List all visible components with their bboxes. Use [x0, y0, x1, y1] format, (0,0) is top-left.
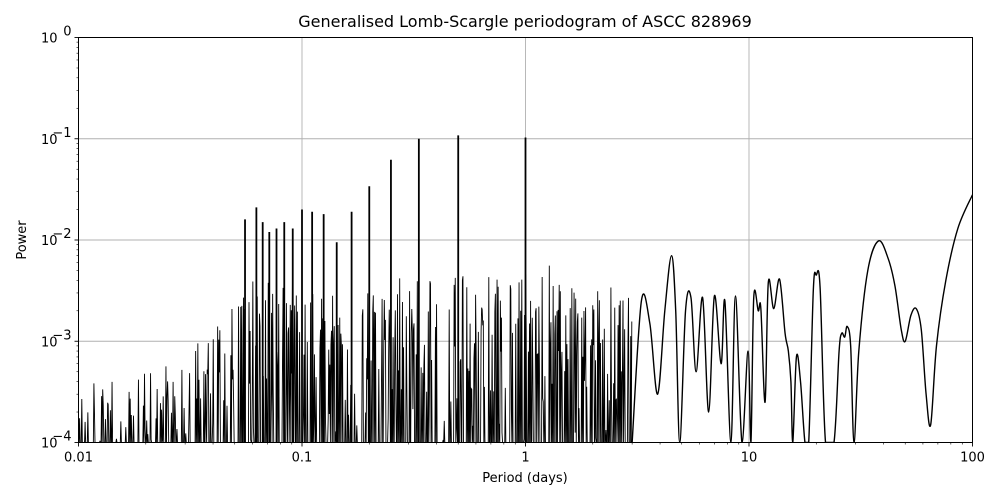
x-axis-label: Period (days) [482, 471, 568, 486]
y-tick-exponent: −1 [52, 126, 71, 141]
y-tick-label: 10 [41, 133, 58, 148]
y-axis-label: Power [15, 220, 30, 260]
x-tick-label: 10 [741, 451, 758, 466]
y-tick-exponent: −2 [52, 227, 71, 242]
y-tick-exponent: −3 [52, 328, 71, 343]
x-tick-label: 0.1 [292, 451, 313, 466]
y-tick-exponent: −4 [52, 430, 71, 445]
chart-title: Generalised Lomb-Scargle periodogram of … [298, 12, 752, 31]
x-tick-label: 100 [960, 451, 985, 466]
y-tick-label: 10 [41, 335, 58, 350]
x-tick-label: 0.01 [64, 451, 93, 466]
y-tick-label: 10 [41, 234, 58, 249]
y-tick-label: 10 [41, 32, 58, 47]
x-tick-label: 1 [521, 451, 529, 466]
y-tick-label: 10 [41, 437, 58, 452]
periodogram-line [78, 135, 973, 443]
y-tick-exponent: 0 [63, 25, 71, 40]
axis-ticks [74, 37, 973, 447]
